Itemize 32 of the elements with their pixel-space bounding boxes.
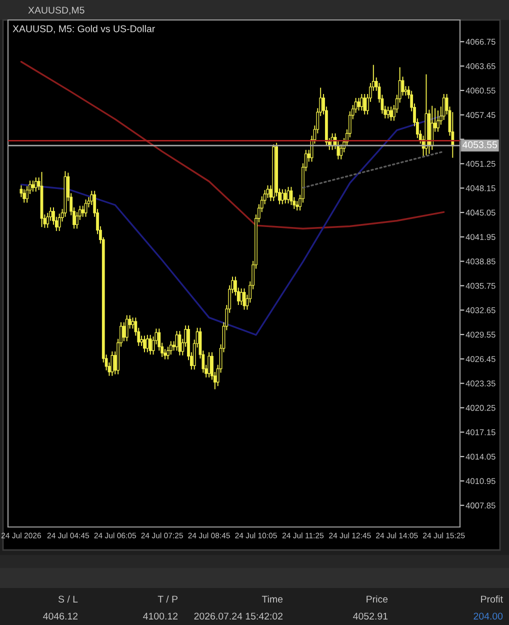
- y-tick-label: 4057.45: [466, 112, 496, 118]
- text: 2026.07.24 15:42:02: [194, 612, 283, 620]
- text: XAUUSD,M5: [28, 6, 84, 15]
- text: Price: [366, 595, 388, 603]
- y-tick-label: 4020.25: [466, 404, 496, 411]
- text: 4100.12: [143, 612, 178, 620]
- y-tick-label: 4045.05: [466, 210, 496, 216]
- y-tick-label: 4017.15: [466, 429, 496, 436]
- text: 4052.91: [353, 612, 388, 620]
- y-tick-label: 4032.65: [466, 307, 496, 314]
- y-tick-label: 4029.55: [466, 332, 496, 338]
- chart-title: XAUUSD, M5: Gold vs US-Dollar: [12, 25, 155, 34]
- text: Time: [262, 595, 283, 603]
- y-tick-label: 4066.75: [466, 38, 496, 45]
- y-tick-label: 4041.95: [466, 234, 496, 240]
- y-tick-label: 4048.15: [466, 185, 496, 192]
- text: S / L: [58, 595, 78, 603]
- y-tick-label: 4007.85: [466, 502, 496, 508]
- y-tick-label: 4014.05: [466, 454, 496, 460]
- y-tick-label: 4060.55: [466, 88, 496, 94]
- y-tick-label: 4010.95: [466, 478, 496, 484]
- y-tick-label: 4035.75: [466, 282, 496, 289]
- text: 204.00: [474, 612, 503, 620]
- text: Profit: [481, 595, 503, 603]
- y-tick-label: 4051.25: [466, 160, 496, 167]
- y-tick-label: 4023.35: [466, 380, 496, 386]
- text: 4046.12: [43, 612, 78, 620]
- y-tick-label: 4038.85: [466, 258, 496, 264]
- y-tick-label: 4026.45: [466, 356, 496, 362]
- text: T / P: [158, 595, 178, 603]
- y-tick-label: 4063.65: [466, 63, 496, 70]
- ref-line-label: 4053.55: [462, 141, 497, 148]
